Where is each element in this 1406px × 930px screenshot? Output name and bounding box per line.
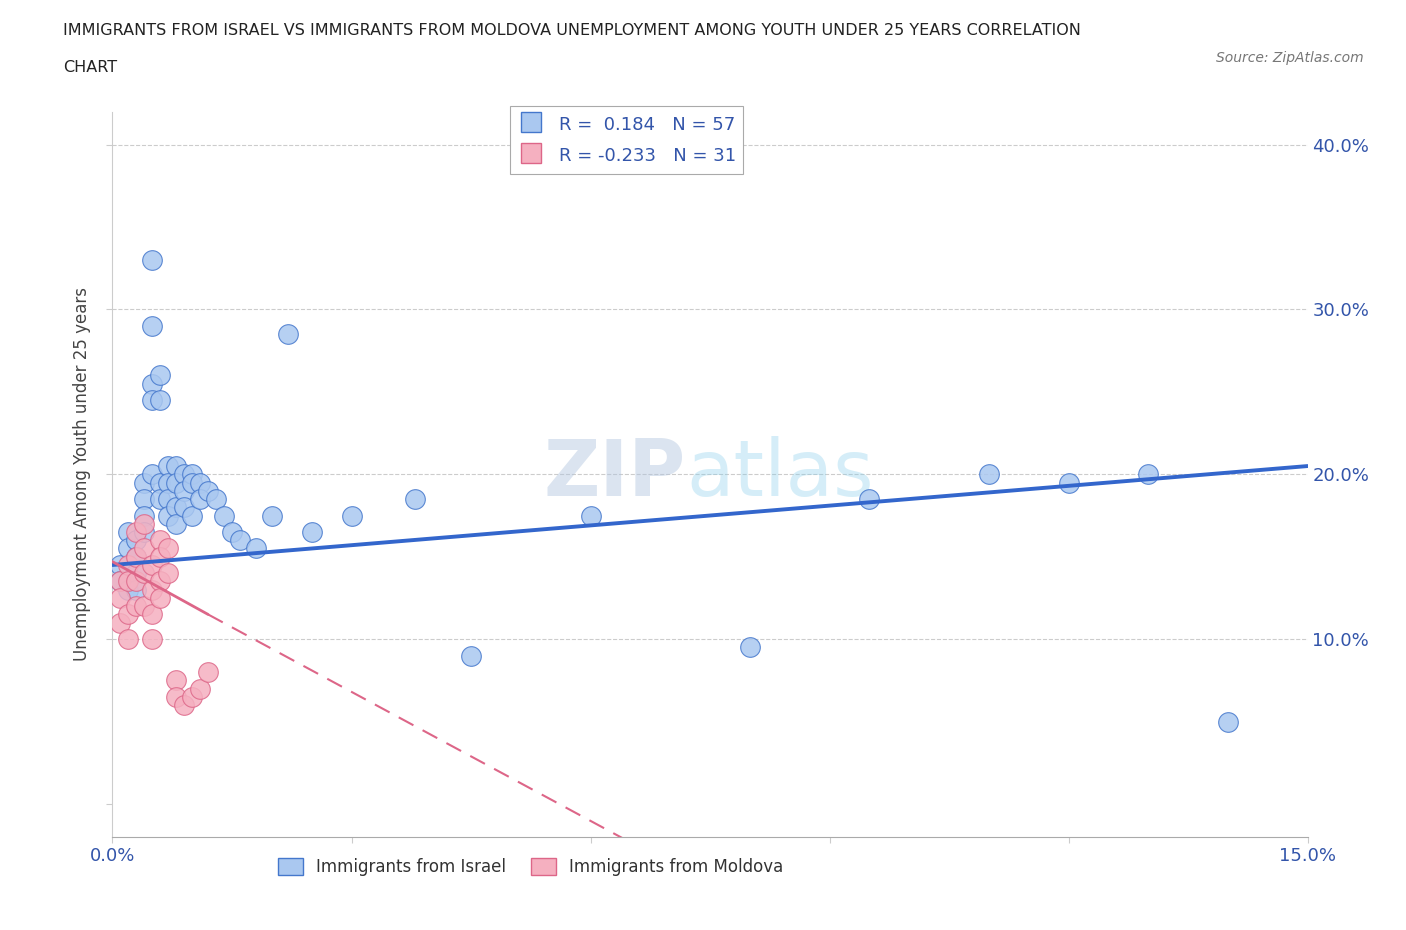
Point xyxy=(181,689,204,704)
Point xyxy=(157,508,180,523)
Point xyxy=(149,475,172,490)
Point xyxy=(141,582,163,597)
Point xyxy=(117,574,139,589)
Text: Source: ZipAtlas.com: Source: ZipAtlas.com xyxy=(1216,51,1364,65)
Point xyxy=(157,492,180,507)
Point xyxy=(134,525,156,539)
Text: ZIP: ZIP xyxy=(544,436,686,512)
Point xyxy=(110,558,132,573)
Point xyxy=(738,640,761,655)
Point xyxy=(157,565,180,580)
Point xyxy=(173,698,195,712)
Point xyxy=(117,607,139,622)
Point xyxy=(149,550,172,565)
Legend: Immigrants from Israel, Immigrants from Moldova: Immigrants from Israel, Immigrants from … xyxy=(271,852,790,883)
Point xyxy=(110,574,132,589)
Point xyxy=(1137,467,1160,482)
Point xyxy=(141,607,163,622)
Text: IMMIGRANTS FROM ISRAEL VS IMMIGRANTS FROM MOLDOVA UNEMPLOYMENT AMONG YOUTH UNDER: IMMIGRANTS FROM ISRAEL VS IMMIGRANTS FRO… xyxy=(63,23,1081,38)
Point xyxy=(205,492,228,507)
Point xyxy=(125,525,148,539)
Point xyxy=(404,492,426,507)
Point xyxy=(149,492,172,507)
Point xyxy=(157,475,180,490)
Point xyxy=(460,648,482,663)
Point xyxy=(149,392,172,407)
Point xyxy=(173,499,195,514)
Point xyxy=(181,508,204,523)
Point xyxy=(134,492,156,507)
Point xyxy=(117,631,139,646)
Point xyxy=(117,541,139,556)
Point xyxy=(110,591,132,605)
Point xyxy=(212,508,235,523)
Y-axis label: Unemployment Among Youth under 25 years: Unemployment Among Youth under 25 years xyxy=(73,287,91,661)
Point xyxy=(173,467,195,482)
Point xyxy=(125,574,148,589)
Point xyxy=(181,475,204,490)
Point xyxy=(141,253,163,268)
Point xyxy=(260,508,283,523)
Point xyxy=(125,599,148,614)
Point xyxy=(181,467,204,482)
Point xyxy=(188,492,211,507)
Point xyxy=(125,582,148,597)
Point xyxy=(149,533,172,548)
Point xyxy=(134,599,156,614)
Point xyxy=(141,318,163,333)
Text: CHART: CHART xyxy=(63,60,117,75)
Point xyxy=(117,525,139,539)
Point xyxy=(245,541,267,556)
Point xyxy=(221,525,243,539)
Point xyxy=(165,673,187,688)
Point xyxy=(858,492,880,507)
Point xyxy=(125,565,148,580)
Point xyxy=(134,475,156,490)
Point xyxy=(197,665,219,680)
Point xyxy=(141,631,163,646)
Point xyxy=(149,591,172,605)
Point xyxy=(134,565,156,580)
Text: atlas: atlas xyxy=(686,436,873,512)
Point xyxy=(125,533,148,548)
Point xyxy=(110,616,132,631)
Point xyxy=(117,558,139,573)
Point xyxy=(340,508,363,523)
Point xyxy=(117,582,139,597)
Point xyxy=(157,541,180,556)
Point xyxy=(125,550,148,565)
Point xyxy=(173,484,195,498)
Point xyxy=(579,508,602,523)
Point xyxy=(141,558,163,573)
Point xyxy=(188,681,211,696)
Point xyxy=(188,475,211,490)
Point xyxy=(134,516,156,531)
Point xyxy=(110,574,132,589)
Point xyxy=(165,499,187,514)
Point xyxy=(157,458,180,473)
Point xyxy=(125,550,148,565)
Point xyxy=(141,392,163,407)
Point xyxy=(141,467,163,482)
Point xyxy=(149,368,172,383)
Point xyxy=(165,516,187,531)
Point xyxy=(277,326,299,341)
Point xyxy=(134,541,156,556)
Point xyxy=(165,458,187,473)
Point xyxy=(134,508,156,523)
Point xyxy=(229,533,252,548)
Point xyxy=(141,376,163,391)
Point xyxy=(165,475,187,490)
Point xyxy=(1057,475,1080,490)
Point xyxy=(149,574,172,589)
Point xyxy=(977,467,1000,482)
Point xyxy=(301,525,323,539)
Point xyxy=(165,689,187,704)
Point xyxy=(1216,714,1239,729)
Point xyxy=(197,484,219,498)
